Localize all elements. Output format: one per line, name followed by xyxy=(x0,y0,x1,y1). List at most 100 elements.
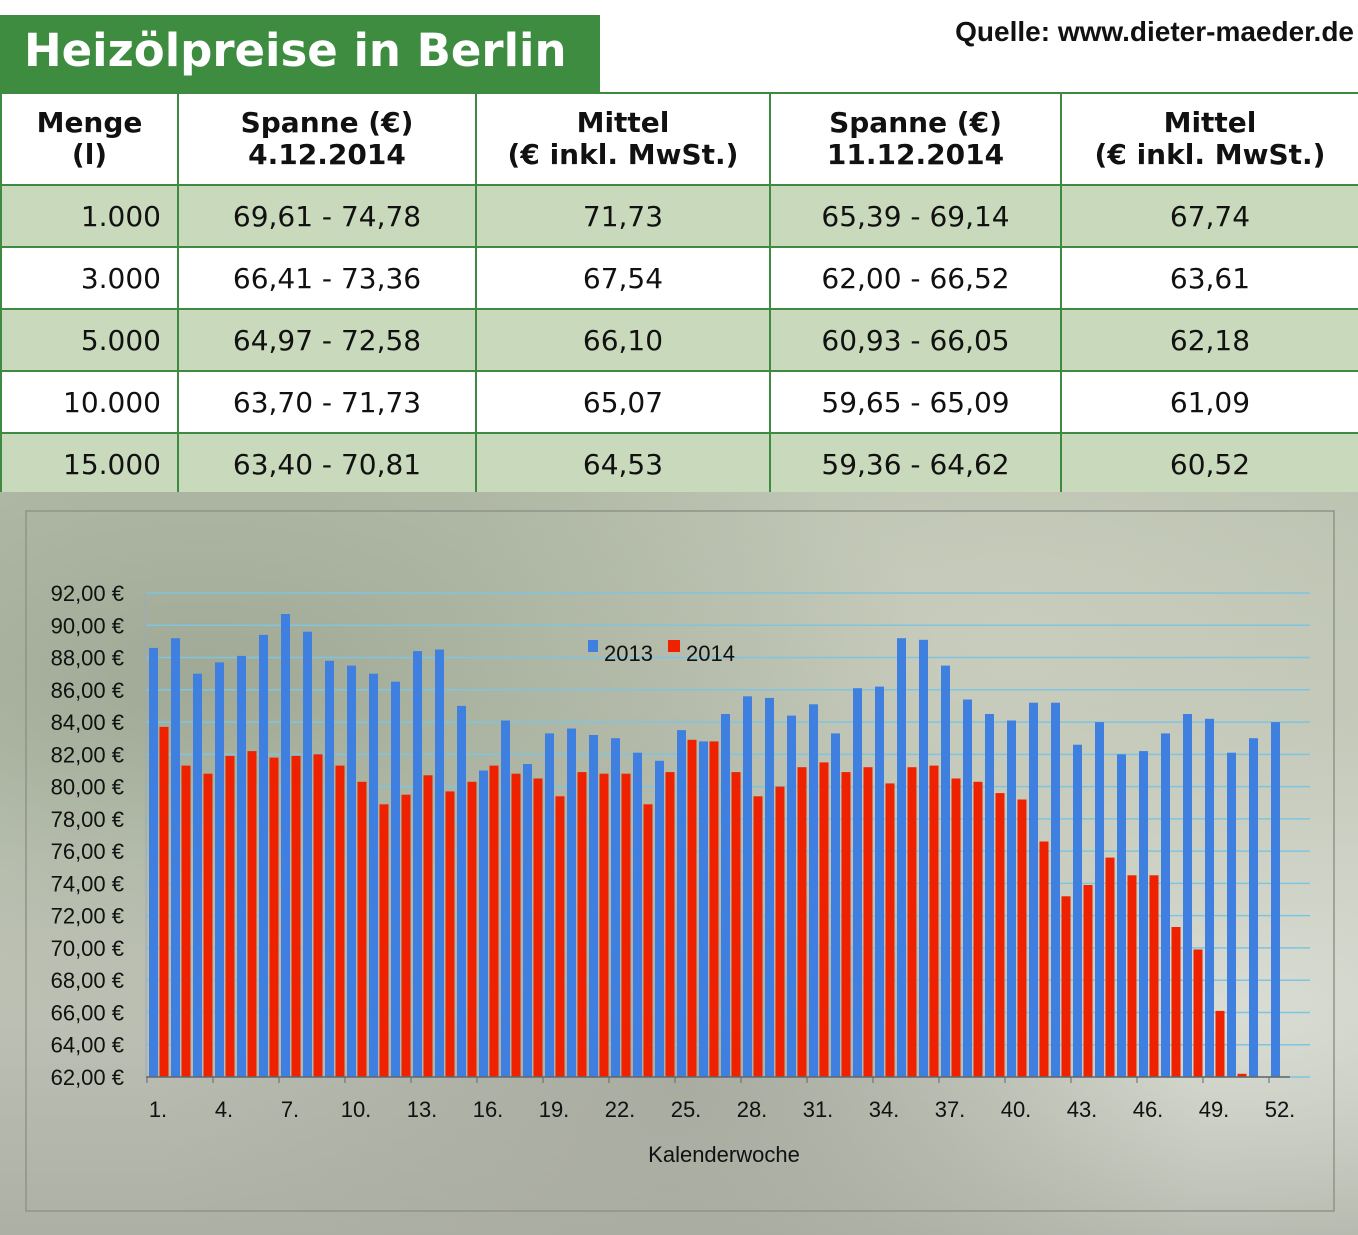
bar-2014-week-30 xyxy=(797,767,807,1077)
bar-2013-week-7 xyxy=(281,614,290,1077)
bar-2013-week-35 xyxy=(897,638,906,1077)
bar-2014-week-41 xyxy=(1039,841,1049,1077)
y-tick-label: 74,00 € xyxy=(51,871,124,896)
bar-2014-week-14 xyxy=(445,791,455,1077)
bar-2013-week-41 xyxy=(1029,702,1038,1077)
bar-2014-week-28 xyxy=(753,796,763,1077)
x-tick-label: 25. xyxy=(671,1097,702,1122)
x-tick-label: 16. xyxy=(473,1097,504,1122)
bar-2013-week-29 xyxy=(765,697,774,1077)
cell-mittel-2: 67,74 xyxy=(1060,184,1358,248)
cell-mittel-2: 61,09 xyxy=(1060,370,1358,434)
bar-2013-week-30 xyxy=(787,715,796,1077)
bar-2013-week-3 xyxy=(193,673,202,1077)
bar-2014-week-5 xyxy=(247,751,257,1077)
x-tick-label: 31. xyxy=(803,1097,834,1122)
x-tick-label: 1. xyxy=(149,1097,167,1122)
bar-2013-week-49 xyxy=(1205,718,1214,1077)
bar-2013-week-26 xyxy=(699,741,708,1077)
bar-2014-week-8 xyxy=(313,754,323,1077)
cell-mittel-2: 63,61 xyxy=(1060,246,1358,310)
bar-2013-week-12 xyxy=(391,681,400,1077)
bar-2013-week-23 xyxy=(633,752,642,1077)
bar-2013-week-4 xyxy=(215,662,224,1077)
y-tick-label: 82,00 € xyxy=(51,742,124,767)
chart-frame xyxy=(25,510,1335,1212)
y-tick-label: 92,00 € xyxy=(51,581,124,606)
cell-menge: 15.000 xyxy=(0,432,179,496)
cell-menge: 1.000 xyxy=(0,184,179,248)
bar-2014-week-23 xyxy=(643,804,653,1077)
bar-2013-week-9 xyxy=(325,660,334,1077)
table-row: 3.000 66,41 - 73,36 67,54 62,00 - 66,52 … xyxy=(0,246,1358,310)
cell-spanne-2: 59,36 - 64,62 xyxy=(769,432,1062,496)
bar-2013-week-50 xyxy=(1227,752,1236,1077)
cell-spanne-2: 59,65 - 65,09 xyxy=(769,370,1062,434)
bar-2014-week-26 xyxy=(709,741,719,1077)
y-tick-label: 66,00 € xyxy=(51,1000,124,1025)
y-tick-label: 76,00 € xyxy=(51,839,124,864)
cell-spanne-2: 60,93 - 66,05 xyxy=(769,308,1062,372)
page-title: Heizölpreise in Berlin xyxy=(0,15,600,93)
header-mittel-1: Mittel (€ inkl. MwSt.) xyxy=(475,92,771,186)
bar-2013-week-46 xyxy=(1139,751,1148,1077)
source-credit: Quelle: www.dieter-maeder.de xyxy=(955,16,1354,47)
cell-mittel-1: 67,54 xyxy=(475,246,771,310)
x-tick-label: 7. xyxy=(281,1097,299,1122)
bar-2013-week-17 xyxy=(501,720,510,1077)
bar-2014-week-1 xyxy=(159,726,169,1077)
cell-menge: 10.000 xyxy=(0,370,179,434)
bar-2014-week-40 xyxy=(1017,799,1027,1077)
y-tick-label: 64,00 € xyxy=(51,1033,124,1058)
y-tick-label: 62,00 € xyxy=(51,1065,124,1090)
bar-2013-week-40 xyxy=(1007,720,1016,1077)
bar-2013-week-19 xyxy=(545,733,554,1077)
bar-2014-week-34 xyxy=(885,783,895,1077)
x-tick-label: 49. xyxy=(1199,1097,1230,1122)
bar-2013-week-27 xyxy=(721,714,730,1077)
bar-2014-week-32 xyxy=(841,772,851,1077)
bar-2013-week-36 xyxy=(919,639,928,1077)
table-row: 5.000 64,97 - 72,58 66,10 60,93 - 66,05 … xyxy=(0,308,1358,372)
bar-2014-week-2 xyxy=(181,765,191,1077)
bar-2013-week-38 xyxy=(963,699,972,1077)
bar-2013-week-16 xyxy=(479,770,488,1077)
cell-mittel-1: 65,07 xyxy=(475,370,771,434)
bar-2013-week-32 xyxy=(831,733,840,1077)
bar-2014-week-43 xyxy=(1083,885,1093,1077)
bar-2013-week-42 xyxy=(1051,702,1060,1077)
bar-2014-week-21 xyxy=(599,773,609,1077)
cell-spanne-1: 64,97 - 72,58 xyxy=(177,308,477,372)
bar-2013-week-5 xyxy=(237,655,246,1077)
bar-2014-week-44 xyxy=(1105,857,1115,1077)
legend-label-2014: 2014 xyxy=(686,641,735,666)
bar-2013-week-1 xyxy=(149,647,158,1077)
cell-menge: 5.000 xyxy=(0,308,179,372)
bar-2014-week-47 xyxy=(1171,927,1181,1077)
bar-2013-week-15 xyxy=(457,705,466,1077)
bar-2014-week-29 xyxy=(775,786,785,1077)
bar-2014-week-13 xyxy=(423,775,433,1077)
x-tick-label: 22. xyxy=(605,1097,636,1122)
bar-2014-week-50 xyxy=(1237,1073,1247,1077)
bar-2014-week-15 xyxy=(467,781,477,1077)
x-tick-label: 52. xyxy=(1265,1097,1296,1122)
x-axis-title: Kalenderwoche xyxy=(648,1142,800,1167)
axis-layer: 62,00 € 64,00 € 66,00 € 68,00 € 70,00 € 72,00… xyxy=(51,581,1296,1122)
y-tick-label: 72,00 € xyxy=(51,904,124,929)
bar-2013-week-14 xyxy=(435,649,444,1077)
legend-label-2013: 2013 xyxy=(604,641,653,666)
bar-2013-week-47 xyxy=(1161,733,1170,1077)
bar-2014-week-7 xyxy=(291,755,301,1077)
header-spanne-1: Spanne (€) 4.12.2014 xyxy=(177,92,477,186)
x-tick-label: 28. xyxy=(737,1097,768,1122)
x-tick-label: 46. xyxy=(1133,1097,1164,1122)
bar-2013-week-43 xyxy=(1073,744,1082,1077)
legend-swatch-2013 xyxy=(588,640,598,652)
cell-mittel-1: 66,10 xyxy=(475,308,771,372)
bar-2013-week-13 xyxy=(413,651,422,1077)
cell-mittel-1: 71,73 xyxy=(475,184,771,248)
bar-2013-week-21 xyxy=(589,735,598,1077)
y-tick-label: 78,00 € xyxy=(51,807,124,832)
bar-2014-week-48 xyxy=(1193,949,1203,1077)
